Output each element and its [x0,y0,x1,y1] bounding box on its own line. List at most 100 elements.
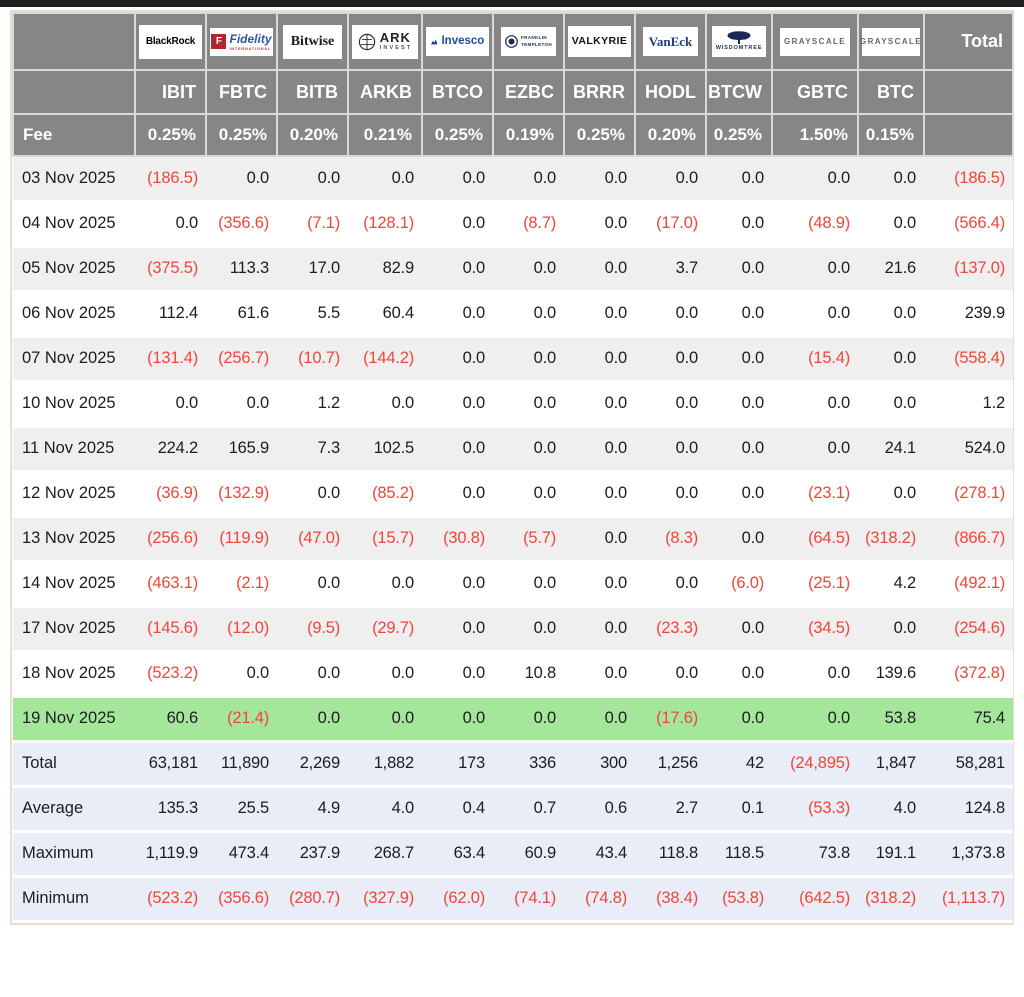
flow-BTC: 0.0 [858,336,924,383]
flow-BRRR: 0.0 [564,246,635,293]
flow-BTC: 53.8 [858,696,924,743]
date-cell: 12 Nov 2025 [13,471,135,518]
flow-IBIT: (145.6) [135,606,206,653]
provider-header-ARKB: ARK INVEST [347,12,423,71]
summary-BRRR: 43.4 [564,831,635,878]
flow-total: (492.1) [924,561,1013,608]
flow-GBTC: 0.0 [772,381,858,428]
flow-BTC: 0.0 [858,156,924,203]
summary-HODL: (38.4) [635,876,706,923]
franklin-templeton-logo: FRANKLIN TEMPLETON [501,27,556,56]
summary-ARKB: (327.9) [348,876,422,923]
flow-BTCW: 0.0 [706,246,772,293]
provider-header-FBTC: F Fidelity INTERNATIONAL [205,12,278,71]
flow-IBIT: 224.2 [135,426,206,473]
ticker-ARKB: ARKB [347,69,423,115]
summary-ARKB: 4.0 [348,786,422,833]
etf-flows-table: BlackRock F Fidelity INTERNATIONAL Bitwise AR… [12,12,1014,923]
flow-GBTC: (23.1) [772,471,858,518]
date-row-18-nov-2025: 18 Nov 2025 (523.2) 0.0 0.0 0.0 0.0 10.8 0.0 0.0… [13,651,1013,698]
flow-BTCW: 0.0 [706,516,772,563]
ticker-FBTC: FBTC [205,69,278,115]
summary-label: Maximum [13,831,135,878]
provider-header-EZBC: FRANKLIN TEMPLETON [492,12,565,71]
flow-BITB: 0.0 [277,561,348,608]
date-row-04-nov-2025: 04 Nov 2025 0.0 (356.6) (7.1) (128.1) 0.0 (8.7… [13,201,1013,248]
flow-HODL: 0.0 [635,561,706,608]
flow-BTCW: 0.0 [706,381,772,428]
fee-BTCW: 0.25% [705,113,773,157]
flow-BTCO: 0.0 [422,651,493,698]
flow-EZBC: 0.0 [493,156,564,203]
summary-BITB: 4.9 [277,786,348,833]
flow-BTCW: 0.0 [706,291,772,338]
date-cell: 05 Nov 2025 [13,246,135,293]
flow-FBTC: (132.9) [206,471,277,518]
flow-BRRR: 0.0 [564,651,635,698]
summary-GBTC: (24,895) [772,741,858,788]
flow-total: (137.0) [924,246,1013,293]
flow-ARKB: (15.7) [348,516,422,563]
flow-BTCW: 0.0 [706,336,772,383]
flow-FBTC: 61.6 [206,291,277,338]
flow-BTCW: 0.0 [706,696,772,743]
flow-IBIT: (131.4) [135,336,206,383]
summary-BTCW: (53.8) [706,876,772,923]
fee-BRRR: 0.25% [563,113,636,157]
flow-BTC: 0.0 [858,471,924,518]
flow-BTC: 0.0 [858,291,924,338]
summary-BITB: 2,269 [277,741,348,788]
fee-GBTC: 1.50% [771,113,859,157]
summary-IBIT: 1,119.9 [135,831,206,878]
summary-BITB: (280.7) [277,876,348,923]
invesco-logo: Invesco [425,26,490,57]
ticker-total-empty-cell [923,69,1014,115]
flow-IBIT: 0.0 [135,201,206,248]
grayscale-logo: GRAYSCALE [779,27,851,56]
flow-HODL: 0.0 [635,651,706,698]
summary-HODL: 118.8 [635,831,706,878]
date-row-13-nov-2025: 13 Nov 2025 (256.6) (119.9) (47.0) (15.7) (30… [13,516,1013,563]
table-header: BlackRock F Fidelity INTERNATIONAL Bitwise AR… [12,12,1014,157]
flow-ARKB: 0.0 [348,651,422,698]
flow-total: (254.6) [924,606,1013,653]
date-cell: 06 Nov 2025 [13,291,135,338]
flow-BRRR: 0.0 [564,696,635,743]
flow-BTC: 24.1 [858,426,924,473]
flow-GBTC: 0.0 [772,246,858,293]
summary-BTC: 191.1 [858,831,924,878]
flow-IBIT: (36.9) [135,471,206,518]
flow-FBTC: (21.4) [206,696,277,743]
flow-HODL: 0.0 [635,426,706,473]
flow-BITB: (47.0) [277,516,348,563]
flow-EZBC: 0.0 [493,561,564,608]
summary-FBTC: 473.4 [206,831,277,878]
flow-BTCO: 0.0 [422,246,493,293]
summary-row-average: Average 135.3 25.5 4.9 4.0 0.4 0.7 0.6 2.7 0.1 (53… [13,786,1013,833]
flow-BTC: 0.0 [858,381,924,428]
flow-ARKB: 0.0 [348,696,422,743]
flow-HODL: (17.6) [635,696,706,743]
wisdomtree-tree-icon [727,31,751,45]
flow-BTCO: (30.8) [422,516,493,563]
flow-ARKB: (29.7) [348,606,422,653]
flow-BTCO: 0.0 [422,471,493,518]
flow-BTCW: 0.0 [706,651,772,698]
flow-FBTC: (119.9) [206,516,277,563]
flow-BTCO: 0.0 [422,426,493,473]
flow-IBIT: (375.5) [135,246,206,293]
flow-BRRR: 0.0 [564,606,635,653]
flow-BTCW: (6.0) [706,561,772,608]
corner-cell [12,12,136,71]
table-body: 03 Nov 2025 (186.5) 0.0 0.0 0.0 0.0 0.0 0.0 0.0 0… [13,156,1013,743]
date-cell: 19 Nov 2025 [13,696,135,743]
date-row-10-nov-2025: 10 Nov 2025 0.0 0.0 1.2 0.0 0.0 0.0 0.0 0.0 0.0 0.… [13,381,1013,428]
fee-row-label: Fee [12,113,136,157]
flow-BTCO: 0.0 [422,156,493,203]
flow-HODL: (17.0) [635,201,706,248]
fee-BITB: 0.20% [276,113,349,157]
date-cell: 10 Nov 2025 [13,381,135,428]
flow-IBIT: 112.4 [135,291,206,338]
ticker-BTCO: BTCO [421,69,494,115]
flow-ARKB: 0.0 [348,156,422,203]
